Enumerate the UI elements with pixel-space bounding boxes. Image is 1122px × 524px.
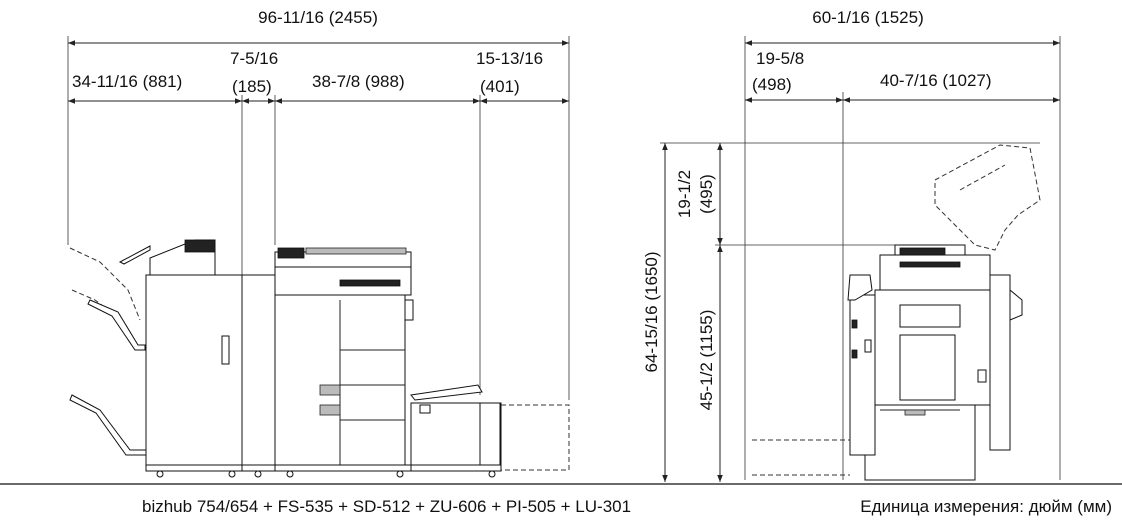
lid-height-mm-label: (495): [697, 174, 716, 214]
front-depth-mm-label: (498): [752, 75, 792, 94]
lid-height-inch-label: 19-1/2: [675, 170, 694, 218]
model-caption: bizhub 754/654 + FS-535 + SD-512 + ZU-60…: [142, 497, 631, 516]
front-depth-inch-label: 19-5/8: [756, 49, 804, 68]
lcu-width-mm-label: (401): [480, 77, 520, 96]
finisher-trays: [69, 239, 216, 456]
side-view: 60-1/16 (1525) 19-5/8 (498) 40-7/16 (102…: [642, 8, 1061, 482]
finisher-tray-outline: [69, 247, 141, 321]
finisher-width-label: 34-11/16 (881): [72, 72, 182, 91]
total-width-label: 96-11/16 (2455): [258, 8, 378, 27]
relay-unit-body: [241, 274, 276, 466]
total-depth-label: 60-1/16 (1525): [812, 8, 924, 27]
exit-tray: [410, 384, 483, 401]
lcu-width-inch-label: 15-13/16: [476, 49, 543, 68]
adf-open-outline: [934, 144, 1041, 251]
body-depth-label: 40-7/16 (1027): [880, 71, 992, 90]
body-height-label: 45-1/2 (1155): [697, 310, 716, 411]
side-machine-body: [847, 244, 1023, 481]
units-caption: Единица измерения: дюйм (мм): [860, 497, 1112, 516]
main-width-label: 38-7/8 (988): [312, 72, 405, 91]
finisher-body: [145, 274, 243, 466]
main-body: [274, 247, 414, 478]
finisher-handle: [221, 335, 230, 365]
total-height-label: 64-15/16 (1650): [642, 252, 661, 373]
relay-width-inch-label: 7-5/16: [230, 49, 278, 68]
relay-width-mm-label: (185): [232, 77, 272, 96]
front-view: 96-11/16 (2455) 34-11/16 (881) 7-5/16 (1…: [67, 8, 570, 478]
lcu-open-outline: [501, 404, 570, 471]
